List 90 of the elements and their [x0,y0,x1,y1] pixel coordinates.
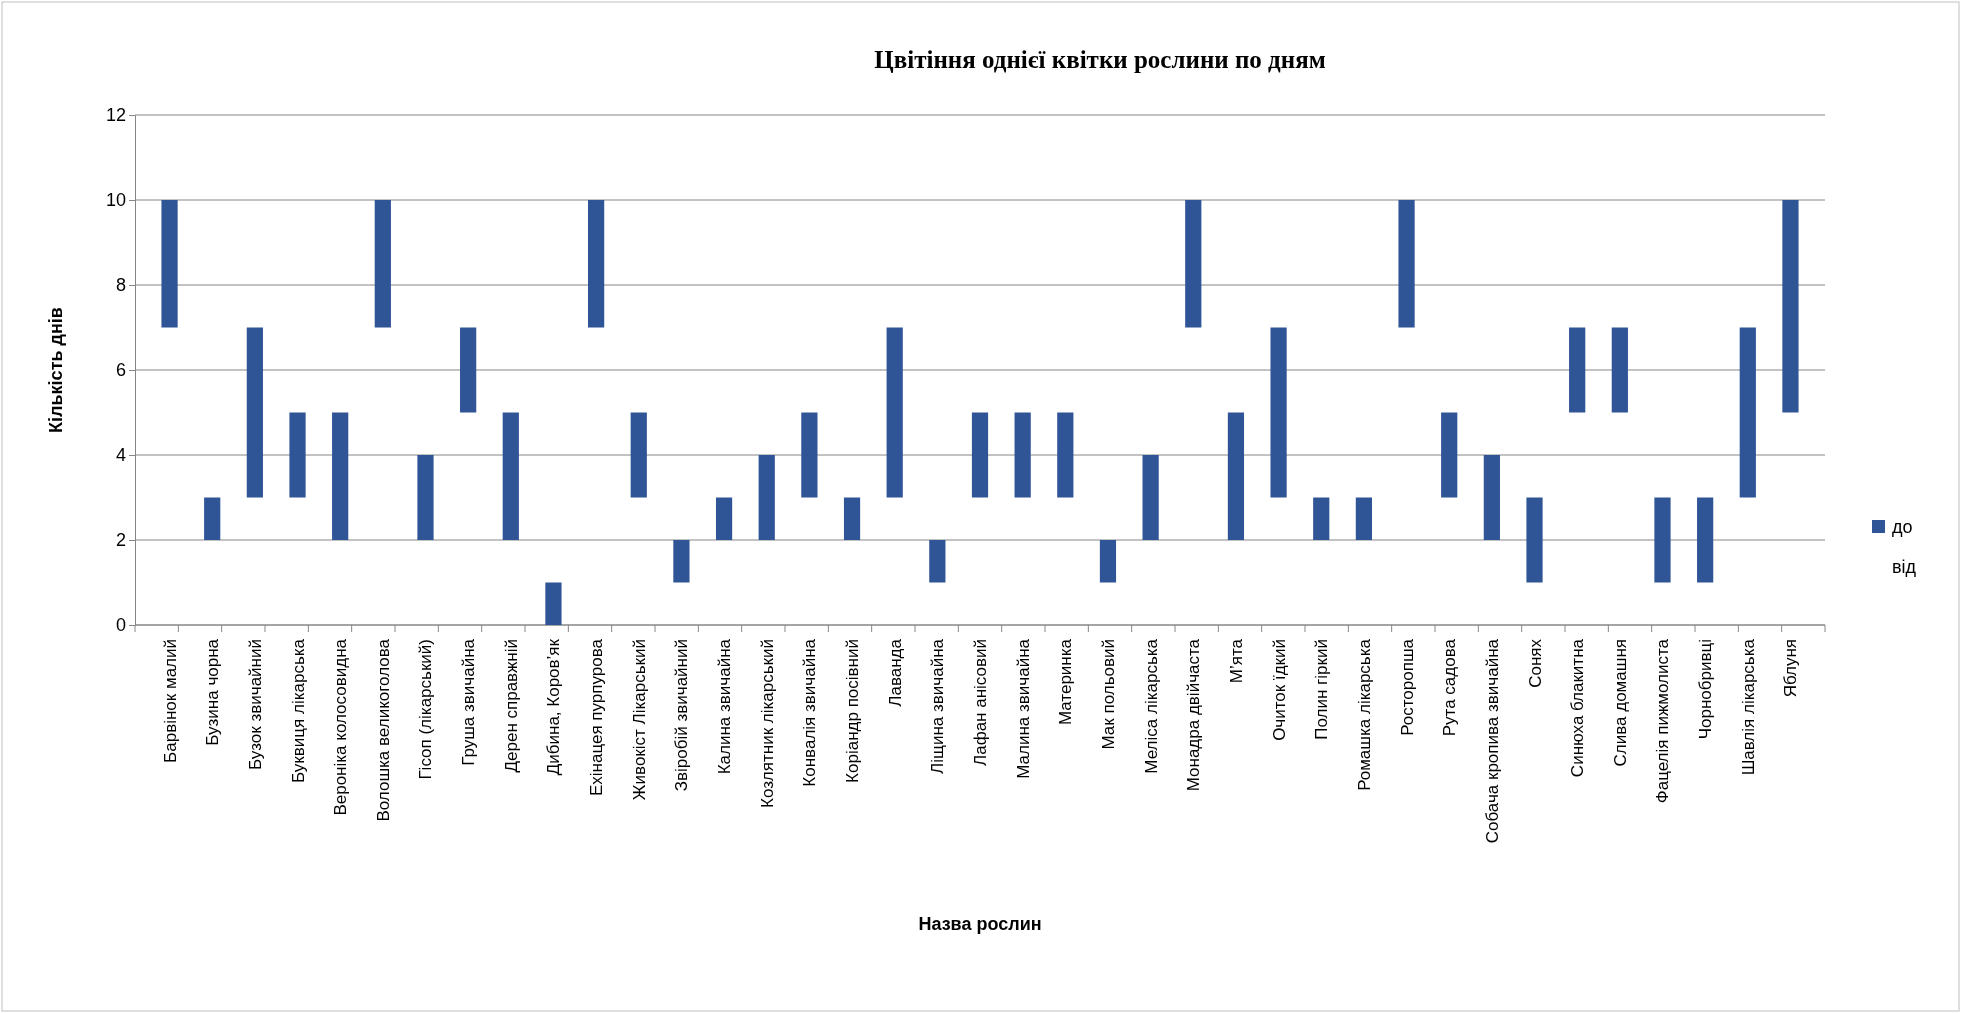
x-tick-label: Бузок звичайний [245,639,265,771]
text: від [1892,557,1917,577]
y-tick-label: 8 [115,275,126,296]
bar [1654,497,1671,583]
bar [246,327,263,498]
bar [630,412,647,498]
x-tick-label: Яблуня [1781,639,1801,698]
x-tick-label: Лаванда [885,638,905,707]
x-tick-label: Калина звичайна [715,638,735,775]
bar [1057,412,1074,498]
x-tick-label: Синюха блакитна [1568,638,1588,778]
y-tick-label: 10 [105,190,126,211]
x-tick-label: Бузина чорна [203,638,223,746]
x-tick-label: Фацелія пижмолиста [1653,638,1673,804]
x-tick-label: Чорнобривці [1696,639,1716,740]
bar [374,200,391,328]
bar [1483,455,1500,540]
y-tick-label: 0 [115,615,126,636]
x-tick-label: Собача кропива звичайна [1482,638,1502,844]
x-tick-label: Звіробій звичайний [672,639,692,792]
bar [1313,497,1330,540]
x-tick-label: Сонях [1525,638,1545,688]
x-tick-label: Шавлія лікарська [1738,638,1758,776]
bar [289,412,306,498]
bar [332,412,349,540]
x-tick-label: Барвінок малий [160,639,180,763]
x-tick-label: Материнка [1056,638,1076,726]
y-tick-label: 4 [115,445,126,466]
y-tick-label: 6 [115,360,126,381]
bar [588,200,605,328]
bar [715,497,733,540]
bar [204,497,221,540]
legend-label: до [1892,517,1913,537]
bar [417,455,434,540]
bar [843,497,861,540]
y-tick-label: 12 [105,105,126,126]
bar [502,412,519,540]
bar [1441,412,1458,498]
x-tick-label: Гісоп (лікарський) [416,639,436,780]
x-tick-label: Буквиця лікарська [288,638,308,783]
bar [545,582,562,625]
bar [971,412,989,498]
x-tick-label: Конвалія звичайна [800,638,820,787]
bar [1697,497,1714,583]
bar [929,540,946,583]
x-tick-label: Полин гіркий [1312,639,1332,740]
bar [1185,200,1202,328]
bar [1099,540,1117,583]
bar [1526,497,1543,583]
bar [886,327,903,498]
x-tick-label: Мак польовий [1098,639,1118,750]
x-tick-label: Малина звичайна [1013,638,1033,779]
bar [460,327,477,413]
bar [1142,455,1159,540]
bar [1355,497,1372,540]
x-tick-label: М’ята [1226,638,1246,684]
x-tick-label: Лафан анісовий [971,639,990,766]
bar [1739,327,1756,498]
y-axis-title: Кількість днів [46,307,66,433]
bar [161,200,178,328]
x-tick-label: Монадра двійчаста [1184,638,1204,792]
x-tick-label: Живокіст Лікарський [629,639,649,801]
bar [1569,327,1586,413]
bar [673,540,690,583]
y-tick-label: 2 [115,530,126,551]
x-tick-label: Слива домашня [1610,639,1630,767]
bar [801,412,818,498]
x-tick-label: Козлятник лікарський [757,639,777,808]
x-tick-label: Ліщина звичайна [928,638,948,774]
x-tick-label: Дибина, Коров’як [544,638,564,776]
x-axis-title: Назва рослин [918,914,1042,934]
bar [1398,200,1415,328]
x-tick-label: Вероніка колосовидна [331,638,351,816]
bar [1227,412,1245,540]
x-tick-label: Волошка великоголова [373,638,393,822]
x-tick-label: Груша звичайна [459,638,479,766]
bar [1782,200,1799,413]
x-tick-label: Меліса лікарська [1141,638,1161,774]
x-tick-label: Очиток їдкий [1269,639,1289,741]
bar [758,455,775,540]
chart-title: Цвітіння однієї квітки рослини по дням [874,46,1326,73]
bar [1270,327,1287,498]
x-tick-label: Коріандр посівний [843,639,863,783]
x-tick-label: Дерен справжній [501,639,521,773]
x-tick-label: Рута садова [1440,638,1460,737]
x-tick-label: Ромашка лікарська [1354,638,1374,791]
bar [1014,412,1031,498]
x-tick-label: Росторопша [1397,638,1417,736]
x-tick-label: Ехінацея пурпурова [587,638,607,797]
bar [1611,327,1628,413]
